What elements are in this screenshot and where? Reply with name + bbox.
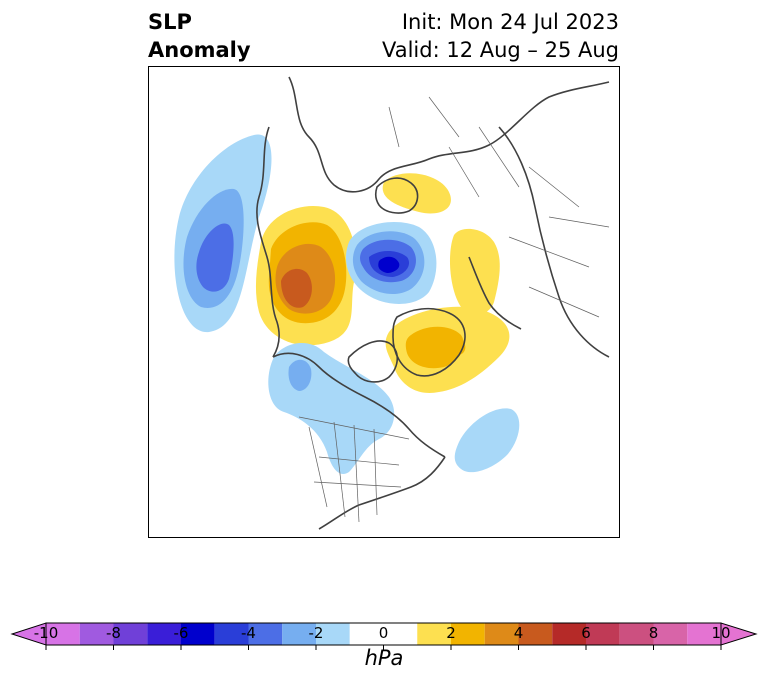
- negative-anomaly-atlantic: [454, 408, 520, 473]
- coastlines: [256, 76, 610, 530]
- colorbar-bin: [282, 623, 316, 645]
- valid-period: Valid: 12 Aug – 25 Aug: [381, 38, 619, 62]
- colorbar-tick-label: -10: [33, 624, 59, 642]
- colorbar-tick-label: -6: [173, 624, 189, 642]
- title-line-1: SLP: [148, 10, 192, 34]
- colorbar-bin: [451, 623, 485, 645]
- colorbar-tick-label: -2: [308, 624, 324, 642]
- map-dates: Init: Mon 24 Jul 2023 Valid: 12 Aug – 25…: [382, 8, 619, 64]
- colorbar-tick-label: -4: [241, 624, 256, 642]
- colorbar-bin: [46, 623, 80, 645]
- colorbar-tick-label: 4: [513, 624, 524, 642]
- colorbar-bin: [619, 623, 654, 645]
- title-line-2: Anomaly: [148, 38, 251, 62]
- colorbar-tick-label: 8: [648, 624, 659, 642]
- colorbar: [10, 622, 758, 650]
- colorbar-tick-label: 10: [711, 624, 731, 642]
- init-date: Init: Mon 24 Jul 2023: [401, 10, 619, 34]
- colorbar-bin: [484, 623, 519, 645]
- colorbar-bin: [79, 623, 114, 645]
- colorbar-bin: [316, 623, 350, 645]
- colorbar-bin: [653, 623, 688, 645]
- colorbar-tick-label: 0: [378, 624, 389, 642]
- colorbar-tick-label: -8: [106, 624, 121, 642]
- map-canvas: [174, 76, 610, 530]
- colorbar-bin: [214, 623, 249, 645]
- colorbar-bin: [687, 623, 721, 645]
- colorbar-bin: [552, 623, 586, 645]
- colorbar-bin: [113, 623, 148, 645]
- colorbar-bin: [248, 623, 283, 645]
- positive-anomaly-greenland: [385, 306, 510, 393]
- positive-anomaly-siberia: [255, 205, 356, 346]
- political-borders: [298, 96, 610, 523]
- colorbar-bin: [518, 623, 553, 645]
- anomaly-map: [148, 66, 620, 538]
- colorbar-bin: [147, 623, 181, 645]
- negative-anomaly-north-america: [268, 342, 395, 475]
- colorbar-bin: [417, 623, 451, 645]
- colorbar-bin: [349, 623, 418, 645]
- colorbar-tick-label: 6: [581, 624, 591, 642]
- negative-anomaly-arctic: [345, 222, 437, 304]
- map-title: SLP Anomaly: [148, 8, 251, 64]
- colorbar-bin: [586, 623, 620, 645]
- colorbar-unit-label: hPa: [364, 646, 404, 670]
- negative-anomaly-pacific: [174, 134, 272, 333]
- colorbar-bin: [181, 623, 215, 645]
- colorbar-tick-label: 2: [446, 624, 456, 642]
